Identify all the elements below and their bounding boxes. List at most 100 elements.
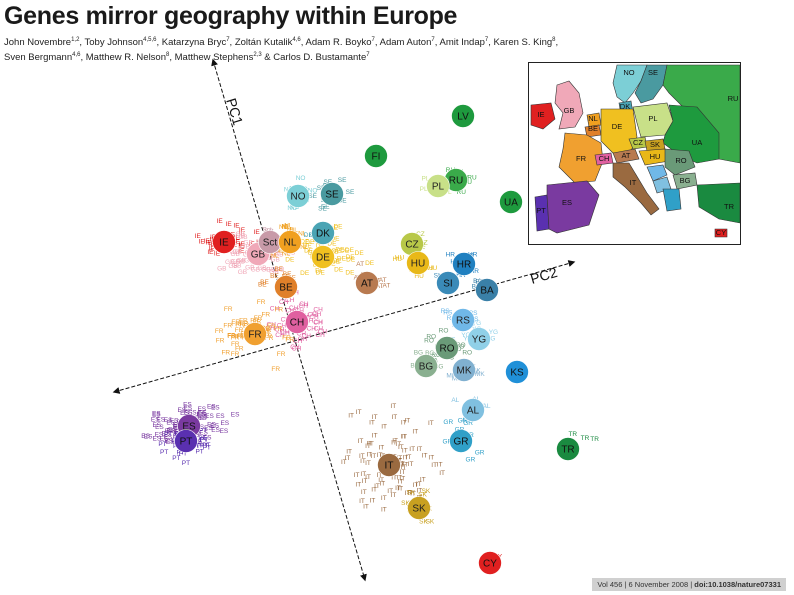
sample-label: ES: [210, 423, 219, 430]
sample-label: CH: [297, 331, 307, 338]
sample-label: IT: [431, 462, 437, 469]
sample-label: IT: [396, 455, 402, 462]
author-affiliation: 7: [226, 37, 230, 43]
sample-label: RS: [441, 308, 451, 315]
sample-label: FR: [221, 349, 230, 356]
inset-label: DK: [620, 102, 630, 111]
centroid-be: BE: [274, 275, 298, 299]
sample-label: CH: [313, 306, 323, 313]
centroid-marker: [452, 358, 476, 382]
sample-label: DE: [345, 247, 355, 254]
sample-label: CH: [304, 317, 314, 324]
centroid-label: CH: [290, 318, 304, 329]
sample-label: IE: [207, 249, 214, 256]
sample-label: GB: [266, 266, 275, 273]
sample-label: NL: [298, 231, 307, 238]
sample-label: AL: [451, 397, 459, 404]
centroid-marker: [286, 184, 310, 208]
centroid-label: YG: [472, 335, 487, 346]
author-name: Zoltán Kutalik: [234, 37, 293, 49]
sample-label: FR: [274, 325, 283, 332]
sample-label: IT: [437, 461, 443, 468]
sample-label: ES: [198, 412, 207, 419]
sample-label: SI: [434, 273, 440, 280]
sample-label: IT: [402, 462, 408, 469]
sample-label: GB: [232, 249, 241, 256]
centroid-marker: [505, 360, 529, 384]
sample-label: IT: [405, 490, 411, 497]
sample-label: IT: [372, 433, 378, 440]
sample-label: IT: [405, 418, 411, 425]
sample-label: FR: [239, 318, 248, 325]
sample-label: NL: [275, 247, 284, 254]
sample-label: IT: [380, 481, 386, 488]
centroid-marker: [311, 221, 335, 245]
author-name: Katarzyna Bryc: [161, 37, 227, 49]
inset-label: PL: [648, 114, 657, 123]
sample-label: IT: [359, 453, 365, 460]
inset-label: CY: [716, 228, 726, 237]
sample-label: FR: [285, 337, 294, 344]
sample-label: GR: [443, 419, 453, 426]
sample-label: FR: [274, 307, 283, 314]
inset-country-es: [546, 180, 600, 234]
sample-label: ES: [152, 422, 161, 429]
sample-label: IT: [381, 424, 387, 431]
sample-label: PT: [179, 451, 187, 458]
sample-label: BE: [274, 266, 283, 273]
sample-label: ES: [197, 411, 206, 418]
centroid-marker: [452, 252, 476, 276]
centroid-it: IT: [377, 453, 401, 477]
centroid-nl: NL: [278, 230, 302, 254]
centroid-marker: [475, 278, 499, 302]
sample-label: ES: [205, 413, 214, 420]
sample-label: ES: [166, 439, 175, 446]
centroid-marker: [499, 190, 523, 214]
citation-volume: Vol 456: [597, 580, 623, 589]
centroid-de: DE: [311, 245, 335, 269]
sample-label: IT: [428, 420, 434, 427]
sample-label: CH: [308, 311, 318, 318]
sample-label: PT: [198, 435, 206, 442]
sample-label: CH: [312, 311, 322, 318]
inset-label: NO: [623, 68, 634, 77]
sample-label: FR: [277, 351, 286, 358]
sample-label: IE: [195, 233, 202, 240]
sample-label: IT: [346, 449, 352, 456]
inset-country-fr: [558, 132, 604, 184]
centroid-marker: [449, 429, 473, 453]
sample-label: ES: [183, 402, 192, 409]
sample-label: PL: [444, 189, 452, 196]
inset-balkan-region: [646, 164, 668, 182]
sample-label: SE: [338, 197, 347, 204]
sample-label: IT: [408, 461, 414, 468]
sample-label: ES: [216, 413, 225, 420]
sample-label: IT: [399, 460, 405, 467]
inset-label: CZ: [633, 138, 643, 147]
sample-label: GB: [235, 233, 244, 240]
citation-doi: doi:10.1038/nature07331: [694, 580, 781, 589]
sample-label: IT: [409, 446, 415, 453]
sample-label: NL: [281, 223, 290, 230]
sample-label: DE: [333, 224, 343, 231]
centroid-hu: HU: [406, 251, 430, 275]
sample-label: IT: [392, 414, 398, 421]
sample-label: IT: [355, 482, 361, 489]
sample-label: IT: [392, 438, 398, 445]
sample-label: GB: [217, 266, 226, 273]
sample-label: SE: [346, 189, 355, 196]
sample-label: CH: [279, 299, 289, 306]
sample-label: SE: [323, 179, 332, 186]
sample-label: PT: [194, 441, 202, 448]
sample-label: IT: [387, 488, 393, 495]
sample-label: PT: [176, 450, 184, 457]
sample-label: FR: [267, 323, 276, 330]
sample-label: Sct: [262, 227, 272, 234]
inset-label: RO: [675, 156, 686, 165]
sample-label: CH: [290, 344, 300, 351]
sample-label: IT: [371, 487, 377, 494]
sample-label: MK: [446, 372, 456, 379]
sample-label: FR: [263, 333, 272, 340]
inset-country-it: [612, 162, 660, 216]
sample-label: IT: [356, 409, 362, 416]
